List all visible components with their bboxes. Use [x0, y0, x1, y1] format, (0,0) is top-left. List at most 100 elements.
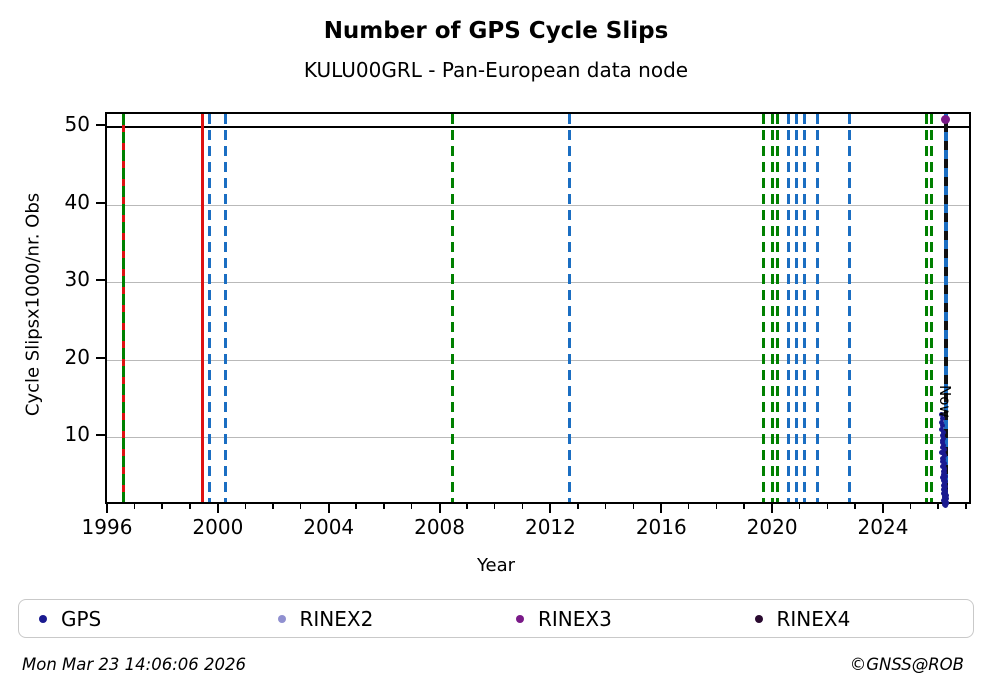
y-axis-label: Cycle Slipsx1000/nr. Obs	[22, 192, 44, 417]
x-tick-minor	[466, 504, 468, 509]
x-tick-major	[660, 504, 663, 513]
x-tick-minor	[355, 504, 357, 509]
x-tick-minor	[937, 504, 939, 509]
y-tick-label: 50	[64, 112, 90, 136]
now-label: Now	[936, 385, 955, 418]
event-line-blue-dashed	[794, 114, 798, 502]
x-tick-minor	[604, 504, 607, 509]
x-tick-major	[438, 504, 441, 513]
event-line-green-dashed	[775, 114, 779, 502]
data-point-rinex3	[940, 114, 950, 124]
y-tick-label: 30	[64, 267, 90, 292]
event-line-blue-dashed	[786, 114, 790, 502]
x-tick-label: 2012	[524, 515, 576, 539]
x-tick-minor	[715, 504, 718, 509]
credit-label: ©GNSS@ROB	[849, 655, 964, 674]
y-tick	[96, 434, 105, 437]
legend-marker-rinex3	[516, 614, 524, 623]
x-tick-minor	[493, 504, 496, 509]
legend-item-rinex2: RINEX2	[258, 607, 497, 631]
y-gridline	[107, 359, 969, 361]
x-tick-minor	[743, 504, 745, 509]
x-tick-minor	[410, 504, 413, 509]
legend-label: RINEX3	[538, 606, 612, 631]
x-tick-label: 1996	[81, 515, 133, 539]
x-tick-minor	[383, 504, 385, 509]
x-tick-minor	[909, 504, 912, 509]
x-tick-minor	[133, 504, 136, 509]
data-point-gps	[941, 447, 947, 453]
x-tick-label: 2024	[857, 515, 909, 539]
x-tick-minor	[798, 504, 801, 509]
event-line-blue-dashed	[815, 114, 819, 502]
event-line-blue-dashed	[223, 114, 227, 502]
legend-marker-rinex4	[754, 614, 763, 623]
legend-label: GPS	[61, 606, 102, 631]
x-tick-major	[771, 504, 774, 513]
x-tick-label: 2004	[303, 515, 355, 539]
y-tick	[96, 124, 105, 126]
event-line-green-dashed	[450, 114, 454, 502]
legend-marker-rinex2	[277, 614, 286, 623]
legend-label: RINEX4	[776, 606, 851, 631]
event-line-green-red-dashed	[122, 114, 126, 502]
event-line-green-dashed	[761, 114, 765, 502]
y-tick-label: 40	[64, 189, 90, 214]
plot-area: Now	[105, 112, 971, 509]
y-tick	[96, 201, 105, 204]
event-line-blue-dashed	[802, 114, 806, 502]
x-tick-major	[881, 504, 884, 513]
chart-title: Number of GPS Cycle Slips	[323, 18, 669, 44]
x-tick-minor	[577, 504, 579, 509]
x-tick-label: 2020	[746, 515, 798, 539]
x-tick-minor	[244, 504, 247, 509]
data-point-gps	[943, 503, 949, 509]
event-line-blue-dashed	[847, 114, 851, 502]
legend-marker-gps	[39, 614, 47, 623]
data-point-gps	[939, 411, 945, 417]
x-tick-minor	[965, 504, 967, 509]
legend-item-rinex4: RINEX4	[735, 607, 974, 631]
x-tick-minor	[854, 504, 856, 509]
x-tick-minor	[299, 504, 302, 509]
data-point-gps	[939, 427, 945, 433]
x-tick-major	[106, 504, 108, 513]
chart-subtitle: KULU00GRL - Pan-European data node	[303, 58, 689, 82]
x-tick-major	[327, 504, 330, 513]
y-tick	[96, 279, 105, 282]
data-point-gps	[939, 416, 945, 422]
y-gridline	[107, 437, 969, 439]
x-axis-label: Year	[476, 555, 516, 576]
event-line-green-dashed	[924, 114, 928, 502]
event-line-blue-dashed	[567, 114, 571, 502]
now-line	[943, 114, 948, 502]
x-tick-label: 2016	[635, 515, 687, 539]
y-tick	[96, 356, 105, 359]
event-line-red-solid	[200, 114, 204, 502]
x-tick-label: 2000	[192, 515, 244, 539]
render-timestamp: Mon Mar 23 14:06:06 2026	[22, 655, 246, 674]
legend-item-rinex3: RINEX3	[496, 607, 735, 631]
x-tick-minor	[161, 504, 163, 509]
threshold-line-50	[107, 126, 969, 128]
x-tick-major	[549, 504, 552, 513]
data-point-gps	[940, 423, 946, 429]
y-tick-label: 10	[64, 422, 90, 447]
y-gridline	[107, 282, 969, 284]
data-point-gps	[940, 430, 946, 436]
legend-item-gps: GPS	[19, 607, 258, 631]
x-tick-major	[216, 504, 219, 513]
y-gridline	[107, 204, 969, 206]
x-tick-minor	[189, 504, 191, 509]
event-line-green-dashed	[929, 114, 933, 502]
x-tick-minor	[687, 504, 690, 509]
data-point-gps	[942, 473, 948, 479]
y-tick-label: 20	[64, 344, 90, 369]
legend-label: RINEX2	[299, 606, 374, 631]
x-tick-minor	[826, 504, 829, 509]
event-line-green-dashed	[770, 114, 774, 502]
event-line-blue-dashed	[207, 114, 211, 502]
x-tick-minor	[632, 504, 635, 509]
data-point-gps	[938, 420, 944, 426]
